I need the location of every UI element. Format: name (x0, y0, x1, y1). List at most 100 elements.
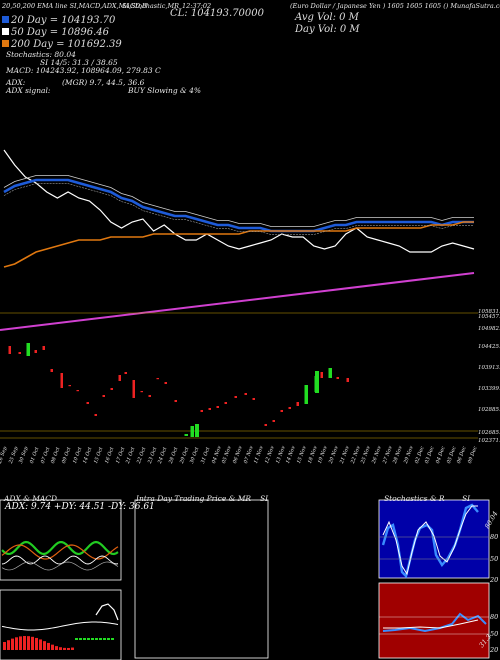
si-panel-frame (378, 582, 490, 659)
macd-bar-25 (103, 638, 106, 640)
macd-bar-16 (67, 647, 70, 650)
candle-39 (336, 377, 339, 379)
stoch-tick-20: 20 (490, 576, 499, 584)
stoch-si: SI (462, 494, 471, 503)
intraday-si: SI (260, 494, 269, 503)
candle-31 (272, 420, 275, 422)
candle-33 (288, 407, 291, 409)
macd-bar-6 (27, 636, 30, 650)
price-label-2: 104982.9 (478, 326, 500, 332)
legend-ema20: 20 Day = 104193.70 (2, 15, 115, 27)
candle-8 (76, 390, 79, 392)
macd-bar-7 (31, 636, 34, 650)
mgr-stat: (MGR) 9.7, 44.5, 36.6 (62, 78, 145, 87)
macd-bar-4 (19, 636, 22, 650)
macd-bar-20 (83, 638, 86, 640)
candle-11 (102, 395, 105, 397)
series-ema-200 (3, 221, 474, 268)
macd-bar-27 (111, 638, 114, 640)
stoch-title: Stochastics & R (384, 494, 445, 503)
candle-3 (34, 350, 37, 353)
adx-minus-di (1, 544, 119, 560)
macd-bar-13 (55, 646, 58, 650)
candle-5 (50, 369, 53, 372)
price-label-3: 104425.3 (478, 344, 500, 350)
adx-plus-di (1, 540, 119, 556)
candle-16 (140, 391, 143, 393)
candle-4 (42, 346, 45, 350)
bollinger-line (3, 183, 474, 235)
intraday-panel-frame (134, 499, 269, 659)
stoch-d-line (382, 505, 478, 576)
candle-40 (346, 378, 349, 382)
ema20-swatch (2, 16, 9, 23)
candle-27 (234, 396, 237, 398)
adx-line-2 (1, 561, 119, 571)
stochastics-stat: Stochastics: 80.04 (6, 50, 76, 59)
candle-30 (264, 424, 267, 426)
macd-bar-26 (107, 638, 110, 640)
candle-14 (124, 372, 127, 374)
price-label-7: 102685.5 (478, 430, 500, 436)
candle-35 (304, 385, 308, 404)
candle-10 (94, 414, 97, 416)
candle-23 (200, 410, 203, 412)
macd-bar-12 (51, 644, 54, 650)
candle-13 (118, 375, 121, 381)
legend-ema200: 200 Day = 101692.39 (2, 39, 122, 51)
macd-bar-24 (99, 638, 102, 640)
macd-stat: MACD: 104243.92, 108964.09, 279.83 C (6, 66, 161, 75)
candle-17 (148, 395, 151, 397)
top-line2: SI,Stochastic,MR (122, 2, 180, 10)
si-line (382, 612, 487, 633)
si-signal-line (383, 619, 479, 629)
candle-22 (190, 426, 194, 437)
day-vol: Day Vol: 0 M (295, 24, 360, 35)
legend-ema50: 50 Day = 10896.46 (2, 27, 109, 39)
stoch-tick-80: 80 (490, 533, 499, 541)
candle-0 (8, 346, 11, 354)
price-label-1: 105457.9 (478, 314, 500, 320)
price-label-0: 105831.56 (478, 309, 500, 315)
macd-bar-5 (23, 636, 26, 650)
macd-bar-18 (75, 638, 78, 640)
macd-bar-8 (35, 637, 38, 650)
macd-bar-10 (43, 641, 46, 650)
adx-panel-frame (0, 499, 122, 581)
intraday-title: Intra Day Trading Price & MR (136, 494, 252, 503)
price-label-8: 102371.1 (478, 438, 500, 444)
candle-25 (216, 406, 219, 408)
candle-21 (184, 434, 188, 436)
si-tick-80: 80 (490, 613, 499, 621)
price-label-5: 103399.7 (478, 386, 500, 392)
buy-signal: BUY Slowing & 4% (128, 86, 202, 95)
adx-signal-label: ADX signal: (6, 86, 51, 95)
candle-2 (26, 343, 30, 356)
candle-24 (208, 408, 211, 410)
candle-19 (164, 382, 167, 384)
candle-18 (156, 378, 159, 380)
macd-bar-0 (3, 642, 6, 650)
top-line: 20,50,200 EMA line SI,MACD,ADX,MACD,B (2, 2, 147, 10)
si-tick-20: 20 (490, 646, 499, 654)
candle-15 (132, 380, 135, 398)
macd-line (1, 621, 119, 631)
si-stat: SI 14/5: 31.3 / 38.65 (40, 58, 118, 67)
chart-title: (Euro Dollar / Japanese Yen ) 1605 1605 … (290, 2, 500, 10)
close-label: CL: 104193.70000 (170, 8, 265, 19)
adx-panel-values: ADX: 9.74 +DY: 44.51 -DY: 36.61 (5, 502, 155, 512)
macd-bar-1 (7, 640, 10, 650)
candle-12 (110, 388, 113, 390)
stoch-tick-50: 50 (490, 555, 499, 563)
series-ema-20 (3, 178, 474, 233)
candle-20 (174, 400, 177, 402)
ema50-swatch (2, 28, 9, 35)
macd-bar-17 (71, 647, 74, 650)
candle-37 (320, 372, 323, 378)
ema50-line (3, 175, 474, 227)
candle-6 (60, 373, 63, 388)
candle-32 (280, 410, 283, 412)
adx-stat: ADX: (6, 78, 26, 87)
macd-bar-23 (95, 638, 98, 640)
